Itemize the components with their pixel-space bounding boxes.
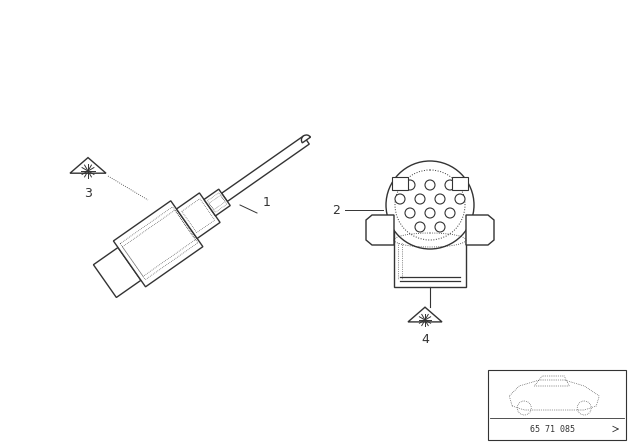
Circle shape [425, 180, 435, 190]
Circle shape [415, 222, 425, 232]
Bar [488, 370, 626, 440]
Polygon shape [93, 247, 141, 297]
Polygon shape [466, 215, 494, 245]
Polygon shape [221, 136, 309, 202]
Circle shape [395, 194, 405, 204]
Text: 3: 3 [84, 186, 92, 199]
Polygon shape [392, 177, 408, 190]
Polygon shape [366, 215, 394, 245]
Text: 2: 2 [332, 203, 340, 216]
Polygon shape [452, 177, 468, 190]
Circle shape [445, 180, 455, 190]
Text: 65 71 085: 65 71 085 [529, 425, 575, 434]
Circle shape [435, 222, 445, 232]
Circle shape [405, 208, 415, 218]
Wedge shape [301, 135, 310, 143]
Circle shape [435, 194, 445, 204]
Text: 1: 1 [263, 195, 271, 208]
Polygon shape [394, 205, 466, 287]
Polygon shape [204, 189, 230, 216]
Circle shape [425, 208, 435, 218]
Circle shape [415, 194, 425, 204]
Circle shape [445, 208, 455, 218]
Polygon shape [113, 201, 203, 287]
Circle shape [455, 194, 465, 204]
Text: 4: 4 [421, 332, 429, 345]
Polygon shape [177, 193, 220, 238]
Circle shape [405, 180, 415, 190]
Circle shape [386, 161, 474, 249]
